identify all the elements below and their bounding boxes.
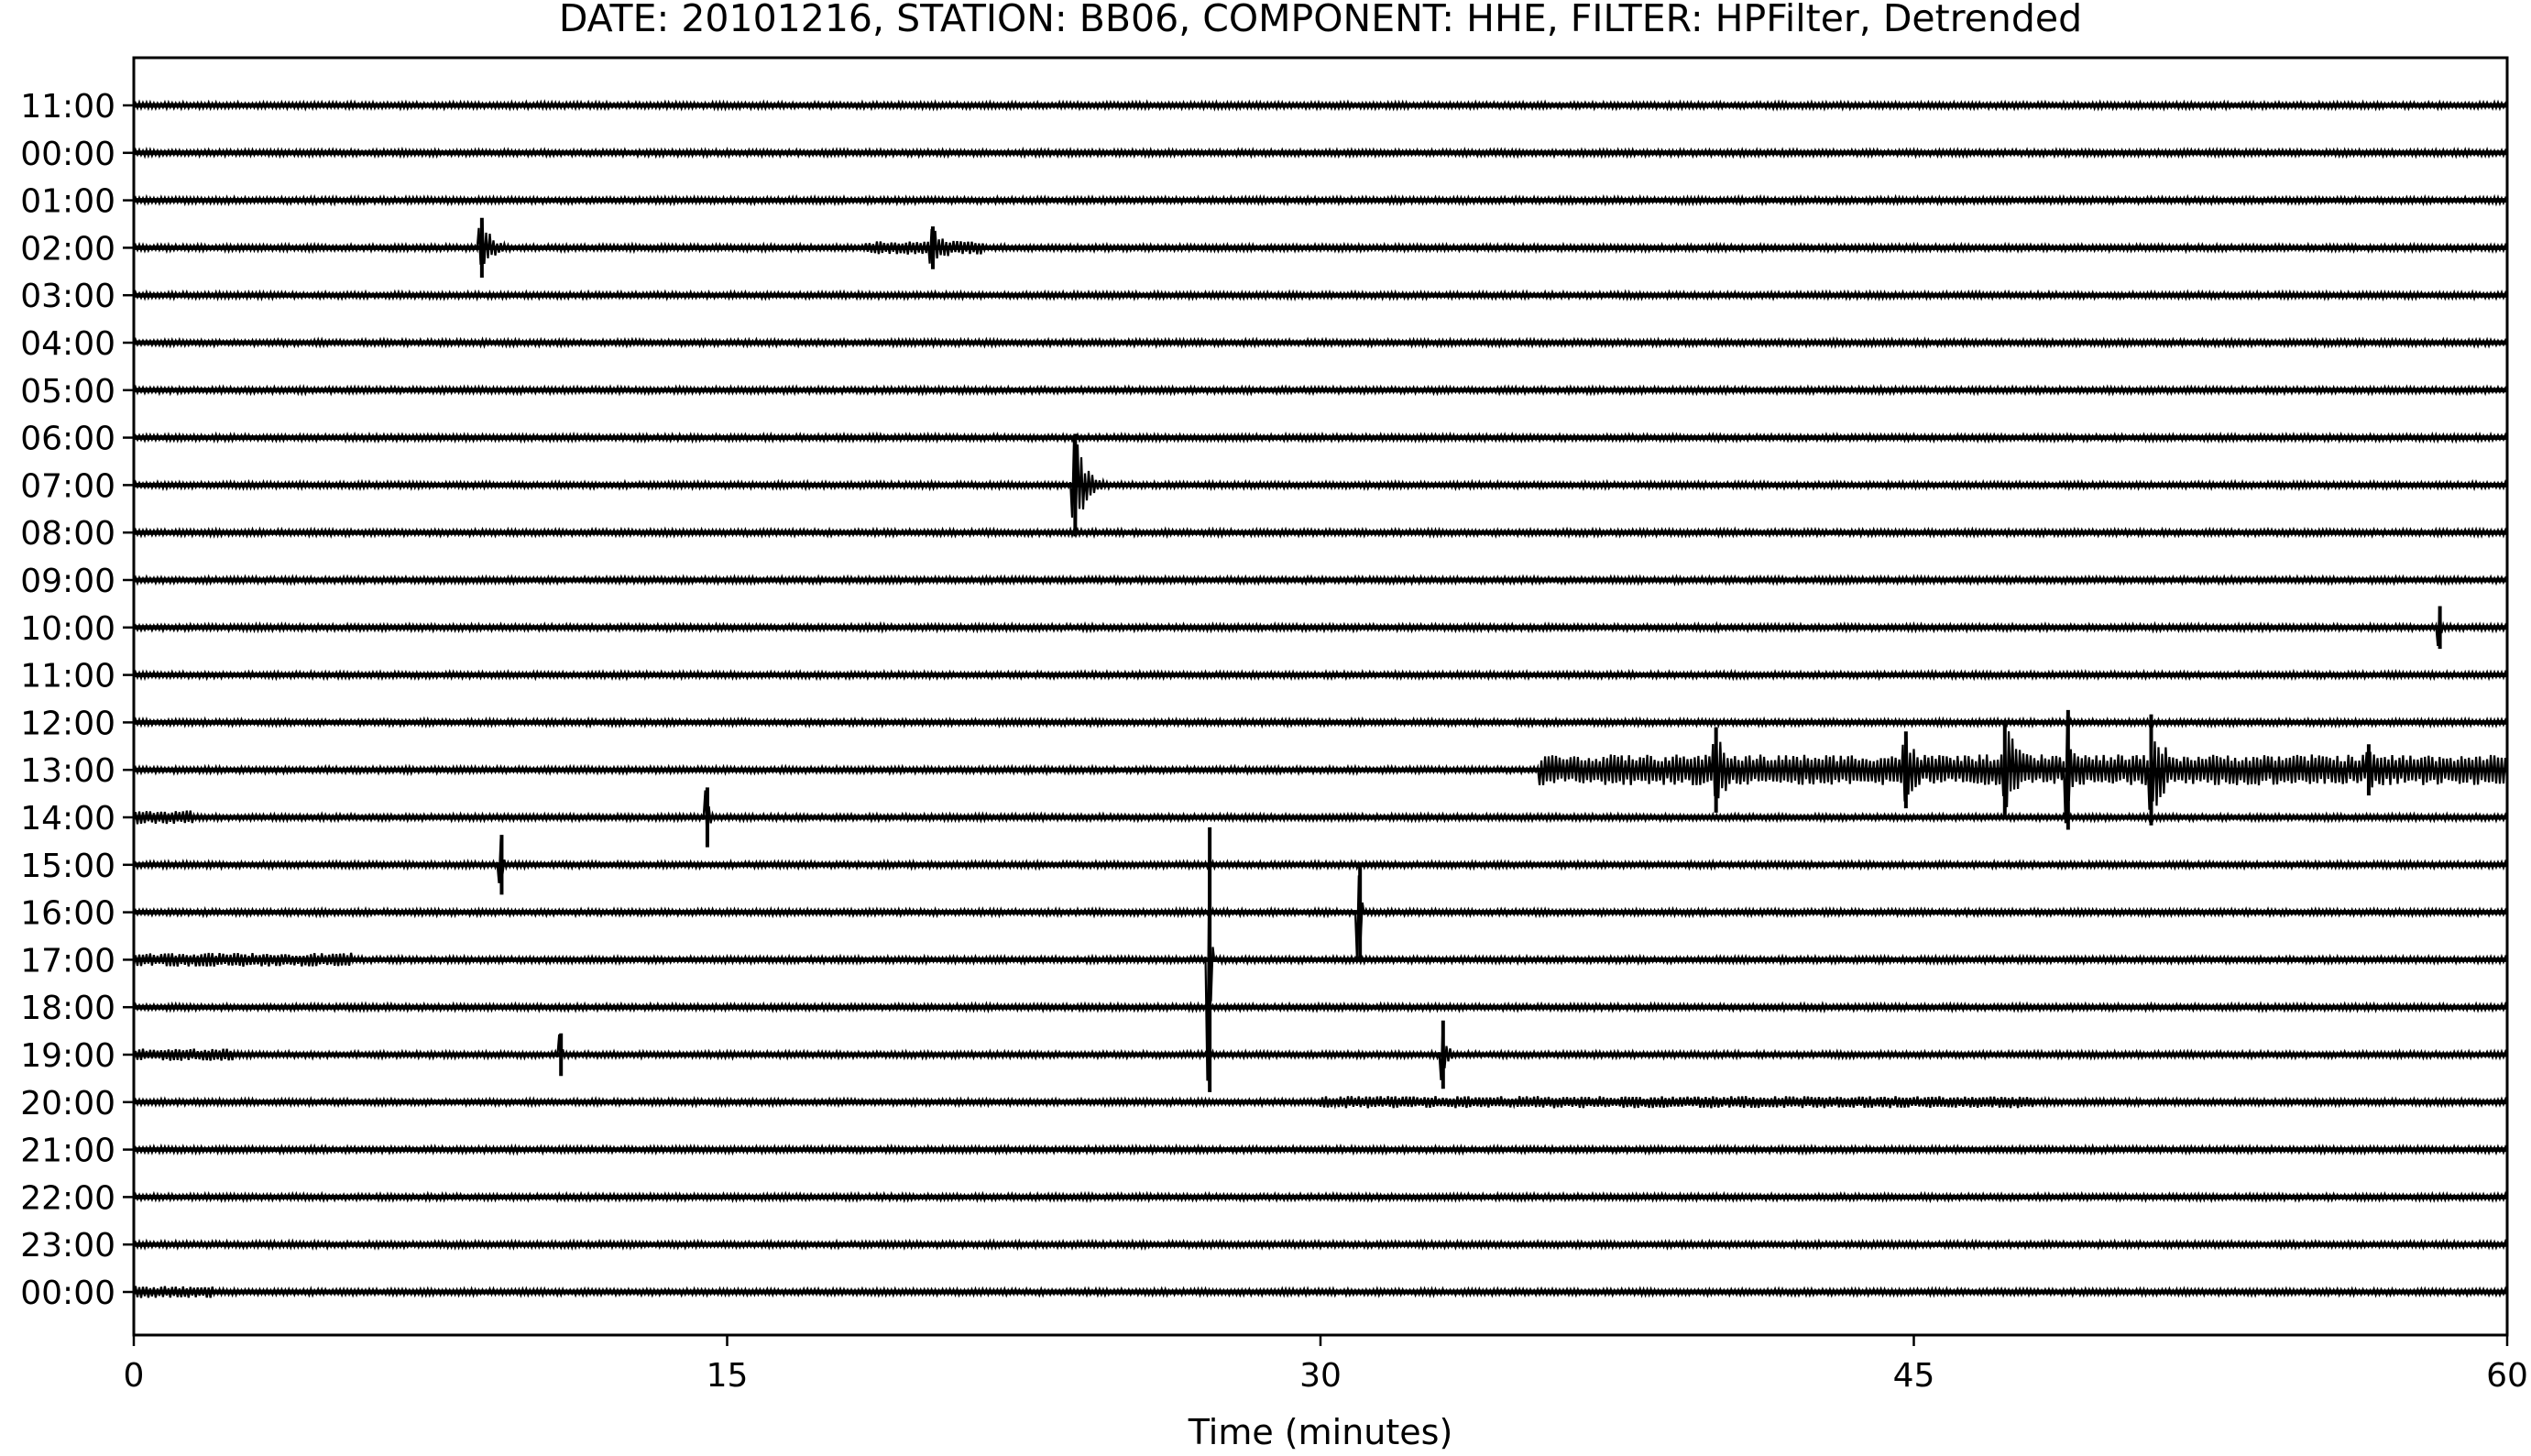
y-tick-label: 04:00 [20, 325, 115, 363]
y-tick-label: 11:00 [20, 658, 115, 695]
x-tick-label: 0 [124, 1357, 145, 1395]
x-tick-label: 30 [1299, 1357, 1342, 1395]
y-tick-label: 15:00 [20, 848, 115, 885]
y-tick-label: 17:00 [20, 942, 115, 980]
y-tick-label: 08:00 [20, 515, 115, 553]
y-tick-label: 06:00 [20, 421, 115, 458]
y-tick-label: 05:00 [20, 373, 115, 411]
x-axis: 0 15 30 45 60 [124, 1335, 2528, 1395]
y-tick-label: 07:00 [20, 467, 115, 505]
y-tick-label: 18:00 [20, 990, 115, 1027]
y-tick-label: 19:00 [20, 1037, 115, 1075]
y-tick-label: 00:00 [20, 1275, 115, 1312]
y-tick-label: 21:00 [20, 1133, 115, 1170]
x-tick-label: 45 [1893, 1357, 1935, 1395]
y-tick-label: 00:00 [20, 136, 115, 173]
traces-group [132, 99, 2509, 1298]
y-tick-label: 13:00 [20, 752, 115, 790]
x-tick-label: 15 [707, 1357, 749, 1395]
y-tick-label: 11:00 [20, 88, 115, 126]
y-tick-label: 22:00 [20, 1179, 115, 1217]
y-tick-label: 20:00 [20, 1085, 115, 1122]
y-tick-label: 16:00 [20, 895, 115, 933]
x-tick-label: 60 [2486, 1357, 2528, 1395]
y-tick-label: 23:00 [20, 1227, 115, 1264]
y-tick-label: 03:00 [20, 278, 115, 315]
y-axis: 11:00 00:00 01:00 02:00 03:00 04:00 05:00 06:00… [20, 88, 134, 1312]
y-tick-label: 10:00 [20, 610, 115, 648]
x-axis-label: Time (minutes) [1188, 1412, 1453, 1452]
y-tick-label: 14:00 [20, 800, 115, 837]
chart-title: DATE: 20101216, STATION: BB06, COMPONENT… [559, 0, 2082, 40]
y-tick-label: 12:00 [20, 705, 115, 742]
y-tick-label: 02:00 [20, 230, 115, 268]
y-tick-label: 01:00 [20, 183, 115, 221]
y-tick-label: 09:00 [20, 563, 115, 600]
